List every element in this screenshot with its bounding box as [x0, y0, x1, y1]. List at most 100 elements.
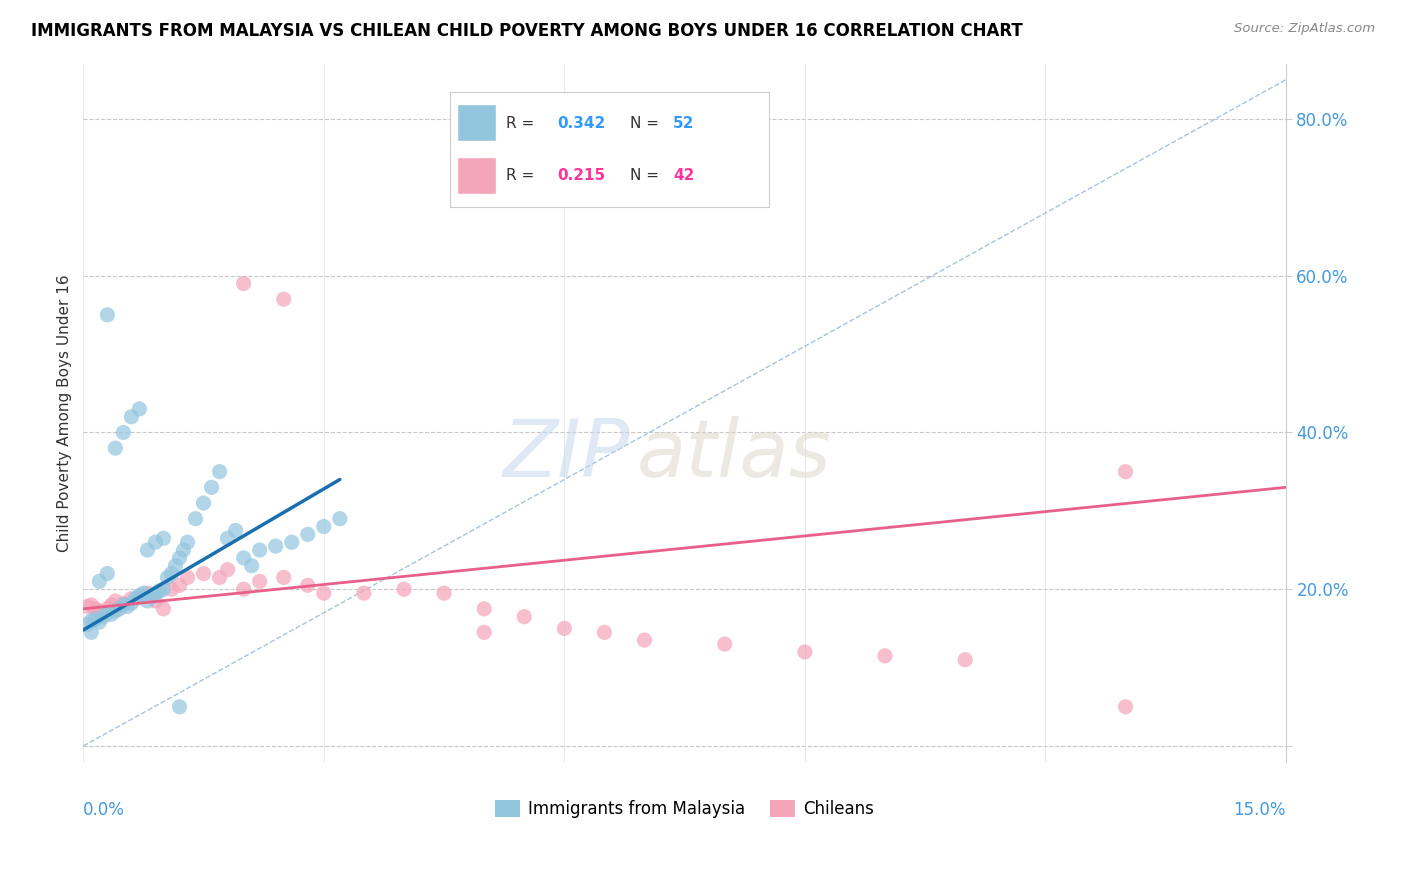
Point [89, 615, 111, 629]
Point [108, 602, 131, 616]
Point [96, 606, 118, 620]
Point [513, 609, 536, 624]
Point [232, 582, 254, 597]
Point [169, 550, 191, 565]
Point [208, 570, 231, 584]
Point [193, 566, 215, 581]
Point [184, 511, 207, 525]
Point [124, 591, 146, 606]
Point [120, 596, 142, 610]
Point [160, 566, 183, 581]
Point [152, 531, 174, 545]
Point [593, 625, 616, 640]
Point [120, 591, 142, 606]
Point [264, 539, 287, 553]
Point [633, 633, 655, 648]
Point [176, 535, 198, 549]
Point [297, 578, 319, 592]
Point [76, 599, 98, 614]
Point [104, 594, 127, 608]
Point [176, 570, 198, 584]
Point [165, 558, 187, 573]
Point [249, 574, 271, 589]
Point [217, 563, 239, 577]
Point [953, 653, 976, 667]
Point [152, 602, 174, 616]
Point [128, 401, 150, 416]
Point [84, 602, 107, 616]
Point [217, 531, 239, 545]
Point [80, 598, 103, 612]
Point [112, 596, 135, 610]
Point [160, 582, 183, 597]
Point [225, 524, 247, 538]
Point [96, 602, 118, 616]
Point [553, 622, 575, 636]
Point [148, 583, 170, 598]
Point [96, 566, 118, 581]
Point [472, 625, 495, 640]
Point [273, 570, 295, 584]
Point [141, 590, 163, 604]
Point [169, 578, 191, 592]
Point [297, 527, 319, 541]
Point [128, 589, 150, 603]
Point [104, 441, 127, 455]
Point [120, 409, 142, 424]
Y-axis label: Child Poverty Among Boys Under 16: Child Poverty Among Boys Under 16 [58, 274, 72, 551]
Point [104, 604, 127, 618]
Point [873, 648, 896, 663]
Point [329, 511, 352, 525]
Point [392, 582, 415, 597]
Point [1115, 699, 1137, 714]
Point [136, 594, 159, 608]
Point [156, 570, 179, 584]
Text: atlas: atlas [637, 416, 831, 493]
Point [145, 586, 167, 600]
Text: IMMIGRANTS FROM MALAYSIA VS CHILEAN CHILD POVERTY AMONG BOYS UNDER 16 CORRELATIO: IMMIGRANTS FROM MALAYSIA VS CHILEAN CHIL… [31, 22, 1022, 40]
Point [91, 607, 114, 622]
Point [84, 612, 107, 626]
Point [132, 586, 155, 600]
Point [232, 277, 254, 291]
Point [200, 480, 222, 494]
Point [472, 602, 495, 616]
Point [240, 558, 263, 573]
Point [173, 543, 195, 558]
Text: ZIP: ZIP [503, 416, 630, 493]
Text: 15.0%: 15.0% [1233, 800, 1286, 819]
Point [100, 607, 122, 622]
Point [1115, 465, 1137, 479]
Point [128, 590, 150, 604]
Point [353, 586, 375, 600]
Point [312, 586, 335, 600]
Legend: Immigrants from Malaysia, Chileans: Immigrants from Malaysia, Chileans [488, 793, 882, 824]
Point [793, 645, 815, 659]
Text: 0.0%: 0.0% [83, 800, 125, 819]
Point [89, 574, 111, 589]
Point [249, 543, 271, 558]
Point [152, 582, 174, 597]
Point [713, 637, 735, 651]
Point [80, 625, 103, 640]
Point [80, 614, 103, 628]
Point [280, 535, 302, 549]
Point [193, 496, 215, 510]
Point [112, 598, 135, 612]
Point [273, 292, 295, 306]
Point [91, 609, 114, 624]
Point [136, 586, 159, 600]
Point [89, 604, 111, 618]
Point [169, 699, 191, 714]
Point [312, 519, 335, 533]
Point [208, 465, 231, 479]
Point [76, 617, 98, 632]
Point [145, 535, 167, 549]
Point [232, 550, 254, 565]
Point [433, 586, 456, 600]
Point [112, 425, 135, 440]
Point [136, 543, 159, 558]
Point [117, 599, 139, 614]
Point [100, 598, 122, 612]
Point [96, 308, 118, 322]
